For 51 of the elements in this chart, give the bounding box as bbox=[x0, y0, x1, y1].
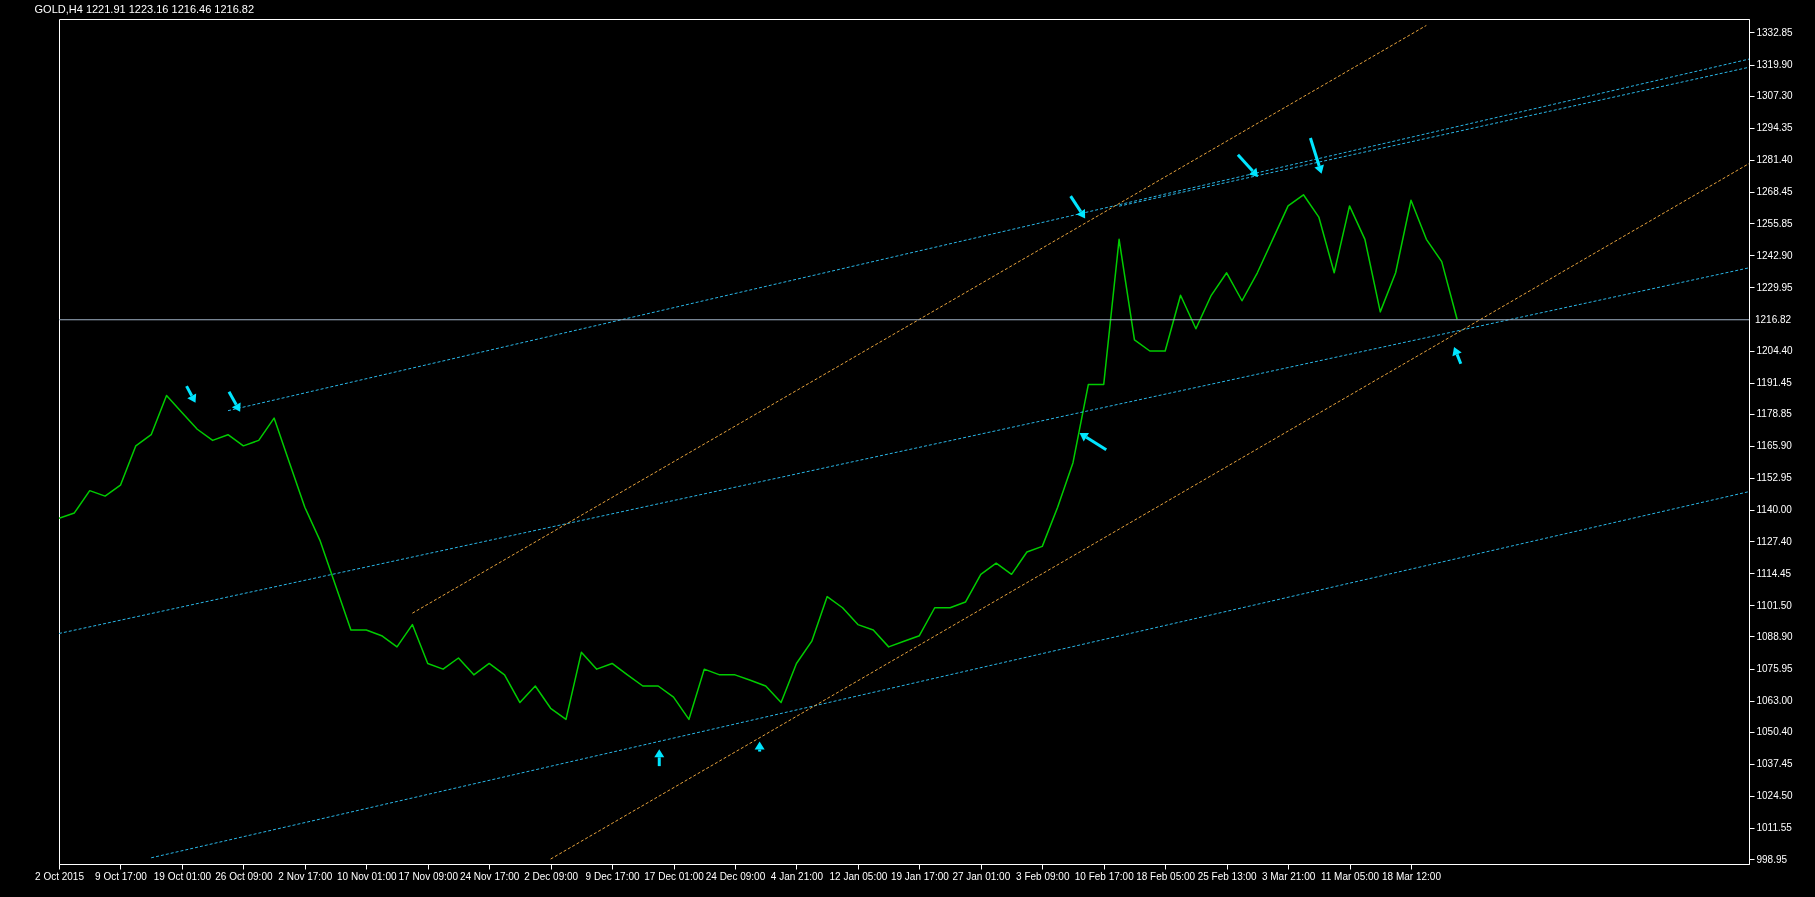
x-tick-label: 18 Feb 05:00 bbox=[1136, 870, 1196, 882]
y-tick-label: 1114.45 bbox=[1756, 567, 1792, 579]
x-tick-label: 3 Feb 09:00 bbox=[1016, 870, 1070, 882]
y-tick-label: 1178.85 bbox=[1756, 408, 1793, 420]
y-tick-label: 998.95 bbox=[1756, 853, 1788, 865]
y-tick-label: 1242.90 bbox=[1756, 249, 1794, 261]
x-tick-label: 17 Nov 09:00 bbox=[398, 870, 459, 882]
y-tick-label: 1127.40 bbox=[1756, 535, 1793, 547]
x-tick-label: 25 Feb 13:00 bbox=[1197, 870, 1258, 882]
y-tick-label: 1075.95 bbox=[1756, 663, 1794, 675]
x-tick-label: 2 Dec 09:00 bbox=[524, 870, 579, 882]
y-tick-label: 1332.85 bbox=[1756, 26, 1794, 38]
x-tick-label: 10 Feb 17:00 bbox=[1074, 870, 1135, 882]
y-tick-label: 1152.95 bbox=[1756, 472, 1793, 484]
y-tick-label: 1101.50 bbox=[1756, 599, 1793, 611]
y-tick-label: 1024.50 bbox=[1756, 790, 1794, 802]
x-tick-label: 18 Mar 12:00 bbox=[1382, 870, 1442, 882]
x-tick-label: 9 Dec 17:00 bbox=[585, 870, 640, 882]
x-tick-label: 9 Oct 17:00 bbox=[95, 870, 148, 882]
y-tick-label: 1037.45 bbox=[1756, 758, 1794, 770]
x-tick-label: 2 Oct 2015 bbox=[35, 870, 85, 882]
y-tick-label: 1229.95 bbox=[1756, 281, 1794, 293]
y-tick-label: 1050.40 bbox=[1756, 726, 1794, 738]
x-tick-label: 12 Jan 05:00 bbox=[829, 870, 888, 882]
x-tick-label: 24 Nov 17:00 bbox=[459, 870, 520, 882]
y-tick-label: 1319.90 bbox=[1756, 59, 1794, 71]
y-tick-label: 1307.30 bbox=[1756, 90, 1794, 102]
x-tick-label: 3 Mar 21:00 bbox=[1261, 870, 1316, 882]
chart-title: GOLD,H4 1221.91 1223.16 1216.46 1216.82 bbox=[34, 3, 255, 15]
y-tick-label: 1281.40 bbox=[1756, 154, 1794, 166]
y-tick-label: 1140.00 bbox=[1756, 504, 1793, 516]
y-tick-label: 1268.45 bbox=[1756, 186, 1794, 198]
x-tick-label: 27 Jan 01:00 bbox=[952, 870, 1011, 882]
x-tick-label: 26 Oct 09:00 bbox=[215, 870, 273, 882]
x-tick-label: 19 Jan 17:00 bbox=[890, 870, 950, 882]
x-tick-label: 24 Dec 09:00 bbox=[705, 870, 766, 882]
x-tick-label: 17 Dec 01:00 bbox=[644, 870, 705, 882]
x-tick-label: 4 Jan 21:00 bbox=[770, 870, 824, 882]
y-tick-label: 1063.00 bbox=[1756, 695, 1794, 707]
x-tick-label: 19 Oct 01:00 bbox=[153, 870, 212, 882]
y-tick-label: 1165.90 bbox=[1756, 440, 1793, 452]
x-tick-label: 10 Nov 01:00 bbox=[337, 870, 397, 882]
y-tick-label: 1294.35 bbox=[1756, 122, 1794, 134]
y-tick-label: 1088.90 bbox=[1756, 630, 1794, 642]
ref-line-label: 1216.82 bbox=[1755, 313, 1792, 325]
y-tick-label: 1204.40 bbox=[1756, 345, 1794, 357]
y-tick-label: 1191.45 bbox=[1756, 377, 1793, 389]
y-tick-label: 1011.55 bbox=[1756, 822, 1793, 834]
x-tick-label: 11 Mar 05:00 bbox=[1320, 870, 1380, 882]
y-tick-label: 1255.85 bbox=[1756, 217, 1794, 229]
x-tick-label: 2 Nov 17:00 bbox=[278, 870, 333, 882]
